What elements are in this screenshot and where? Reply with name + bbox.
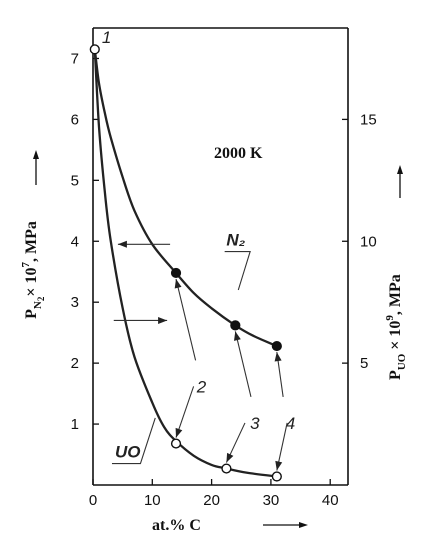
axes bbox=[92, 27, 349, 486]
data-point-n2 bbox=[271, 340, 282, 352]
n2-label-leader bbox=[224, 250, 251, 291]
y-left-tick-label: 4 bbox=[71, 233, 79, 250]
y-left-tick-label: 5 bbox=[71, 172, 79, 189]
y-axis-right-label: PUO × 109, MPa bbox=[384, 274, 408, 380]
annotation-label: 1 bbox=[102, 28, 111, 47]
y-left-tick-label: 3 bbox=[71, 294, 79, 311]
ylabel-left-main: P bbox=[23, 309, 40, 319]
leader-4-uo-head bbox=[275, 460, 283, 471]
data-point-uo bbox=[271, 471, 282, 482]
x-tick-label: 30 bbox=[263, 492, 280, 509]
leader-3-n2-head bbox=[234, 331, 241, 341]
svg-text:PUO × 109, MPa: PUO × 109, MPa bbox=[384, 274, 408, 380]
y-left-tick-label: 2 bbox=[71, 355, 79, 372]
leader-2-n2 bbox=[175, 278, 197, 361]
leader-2-uo-head bbox=[175, 427, 183, 438]
start-point bbox=[89, 44, 100, 55]
y-right-tick-label: 5 bbox=[360, 355, 368, 372]
ticks: 0 10 20 30 40 1 2 3 4 5 6 7 5 10 15 bbox=[71, 50, 377, 509]
x-tick-label: 40 bbox=[322, 492, 339, 509]
ylabel-left-mid: × 10 bbox=[23, 268, 40, 297]
leader-3-uo-head bbox=[226, 452, 234, 463]
data-point-uo bbox=[170, 438, 182, 449]
x-tick-label: 20 bbox=[203, 492, 220, 509]
y-left-tick-label: 7 bbox=[71, 50, 79, 67]
y-right-tick-label: 15 bbox=[360, 111, 377, 128]
ylabel-right-mid: × 10 bbox=[387, 321, 404, 354]
annotation-label: 4 bbox=[286, 414, 295, 433]
leader-4-n2-head bbox=[274, 352, 282, 362]
ylabel-right-main: P bbox=[387, 370, 404, 380]
x-axis-label: at.% C bbox=[152, 517, 201, 534]
data-point-n2 bbox=[230, 320, 241, 331]
annotations: 1 2 3 4 N₂ UO bbox=[102, 28, 295, 471]
leader-2-uo bbox=[175, 386, 195, 438]
x-tick-label: 10 bbox=[144, 492, 161, 509]
y-left-tick-label: 6 bbox=[71, 111, 79, 128]
ylabel-right-sub: UO bbox=[396, 353, 408, 370]
y-right-tick-label: 10 bbox=[360, 233, 377, 250]
axis-indicator-left-head bbox=[117, 240, 127, 248]
y-axis-left-arrow bbox=[33, 150, 39, 185]
series-line-uo bbox=[93, 49, 277, 478]
y-axis-right-arrow bbox=[397, 165, 403, 198]
series-label: N₂ bbox=[226, 231, 245, 250]
series-label: UO bbox=[115, 443, 141, 462]
ylabel-left-tail: , MPa bbox=[23, 221, 40, 262]
annotation-label: 3 bbox=[250, 414, 260, 433]
x-axis-arrow bbox=[263, 522, 308, 528]
ylabel-left-subsub: 2 bbox=[36, 296, 46, 301]
chart-title: 2000 K bbox=[214, 145, 263, 162]
leader-3-n2 bbox=[234, 331, 252, 398]
x-tick-label: 0 bbox=[89, 492, 97, 509]
leader-2-n2-head bbox=[174, 279, 182, 289]
axis-indicator-right-head bbox=[158, 317, 168, 324]
ylabel-left-sub: N bbox=[32, 301, 44, 309]
data-point-n2 bbox=[170, 267, 182, 279]
uo-label-leader bbox=[111, 417, 156, 465]
data-point-uo bbox=[221, 463, 232, 474]
ylabel-right-tail: , MPa bbox=[387, 274, 404, 315]
ylabel-right-sup: 9 bbox=[384, 315, 396, 321]
svg-text:PN2× 107, MPa: PN2× 107, MPa bbox=[20, 221, 46, 319]
y-axis-left-label: PN2× 107, MPa bbox=[20, 221, 46, 319]
y-left-tick-label: 1 bbox=[71, 416, 79, 433]
ylabel-left-sup: 7 bbox=[20, 262, 32, 268]
annotation-label: 2 bbox=[196, 377, 207, 396]
